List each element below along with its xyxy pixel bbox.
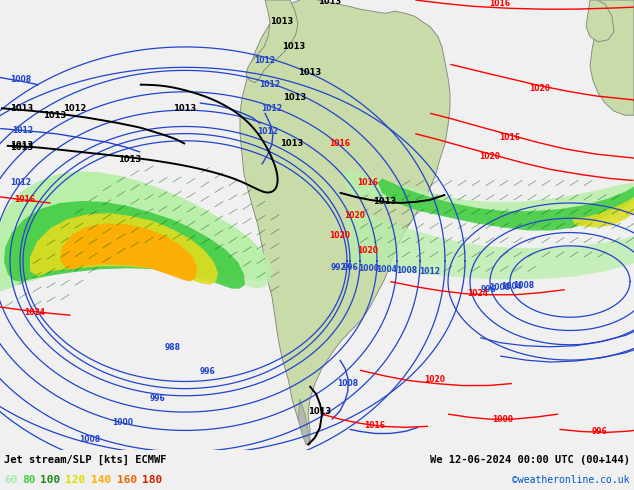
Text: Jet stream/SLP [kts] ECMWF: Jet stream/SLP [kts] ECMWF (4, 455, 167, 465)
Text: 1004: 1004 (376, 265, 397, 274)
Text: 1012: 1012 (10, 178, 31, 187)
Text: 1024: 1024 (25, 308, 46, 317)
Text: 1013: 1013 (283, 94, 307, 102)
Polygon shape (0, 172, 272, 292)
Text: 180: 180 (142, 475, 162, 485)
Text: 1013: 1013 (173, 103, 197, 113)
Text: 160: 160 (117, 475, 137, 485)
Polygon shape (572, 197, 634, 227)
Text: 1008: 1008 (396, 266, 418, 275)
Text: 1013: 1013 (280, 139, 304, 148)
Polygon shape (586, 0, 614, 42)
Text: 996: 996 (342, 263, 358, 272)
Polygon shape (0, 172, 272, 289)
Polygon shape (240, 0, 450, 445)
Text: 1024: 1024 (467, 289, 489, 298)
Text: 1012: 1012 (259, 80, 280, 89)
Text: 1008: 1008 (79, 435, 101, 444)
Text: 1013: 1013 (318, 0, 342, 5)
Polygon shape (298, 399, 310, 445)
Text: 1016: 1016 (15, 196, 36, 204)
Text: 988: 988 (165, 343, 181, 352)
Text: 1013: 1013 (10, 141, 33, 150)
Text: 1000: 1000 (112, 418, 134, 427)
Text: 1012: 1012 (261, 103, 283, 113)
Text: 1020: 1020 (330, 231, 351, 240)
Text: 996: 996 (592, 427, 608, 436)
Text: 1008: 1008 (10, 75, 31, 84)
Polygon shape (378, 178, 634, 230)
Text: 1012: 1012 (63, 103, 87, 113)
Text: 1016: 1016 (365, 421, 385, 430)
Text: 1020: 1020 (425, 374, 446, 384)
Text: 1012: 1012 (12, 126, 33, 135)
Text: 1016: 1016 (330, 139, 351, 148)
Text: We 12-06-2024 00:00 UTC (00+144): We 12-06-2024 00:00 UTC (00+144) (430, 455, 630, 465)
Polygon shape (30, 213, 218, 285)
Text: 1013: 1013 (10, 144, 34, 152)
Text: 1004: 1004 (501, 282, 522, 291)
Text: 1013: 1013 (308, 407, 332, 416)
Text: 996: 996 (481, 285, 497, 294)
Text: 1000: 1000 (493, 415, 514, 424)
Text: 1000: 1000 (489, 283, 510, 293)
Polygon shape (346, 205, 634, 279)
Text: 1012: 1012 (419, 268, 440, 276)
Text: 996: 996 (199, 367, 215, 376)
Text: 1013: 1013 (299, 68, 321, 77)
Text: 120: 120 (65, 475, 86, 485)
Text: 1020: 1020 (344, 211, 365, 220)
Text: 1013: 1013 (270, 17, 294, 26)
Text: 1013: 1013 (119, 155, 141, 164)
Text: 1000: 1000 (358, 264, 378, 273)
Text: 80: 80 (22, 475, 36, 485)
Text: 1012: 1012 (254, 56, 276, 65)
Polygon shape (4, 201, 245, 289)
Text: 1013: 1013 (282, 43, 306, 51)
Text: ©weatheronline.co.uk: ©weatheronline.co.uk (512, 475, 630, 485)
Text: 1020: 1020 (358, 246, 378, 255)
Text: 1016: 1016 (358, 178, 378, 187)
Text: 1020: 1020 (529, 84, 550, 93)
Text: 1013: 1013 (373, 197, 397, 206)
Polygon shape (246, 0, 298, 83)
Text: 992: 992 (331, 263, 347, 271)
Text: 1012: 1012 (257, 127, 278, 136)
Polygon shape (345, 170, 634, 227)
Text: 100: 100 (40, 475, 60, 485)
Text: 996: 996 (149, 394, 165, 403)
Text: 1013: 1013 (43, 111, 67, 120)
Polygon shape (590, 0, 634, 115)
Text: 1016: 1016 (500, 133, 521, 142)
Text: 1020: 1020 (479, 151, 500, 161)
Polygon shape (60, 223, 197, 282)
Text: 1013: 1013 (10, 103, 33, 113)
Text: 1008: 1008 (337, 379, 359, 388)
Text: 1016: 1016 (489, 0, 510, 8)
Text: 140: 140 (91, 475, 111, 485)
Text: 60: 60 (4, 475, 18, 485)
Text: 1008: 1008 (513, 281, 534, 290)
